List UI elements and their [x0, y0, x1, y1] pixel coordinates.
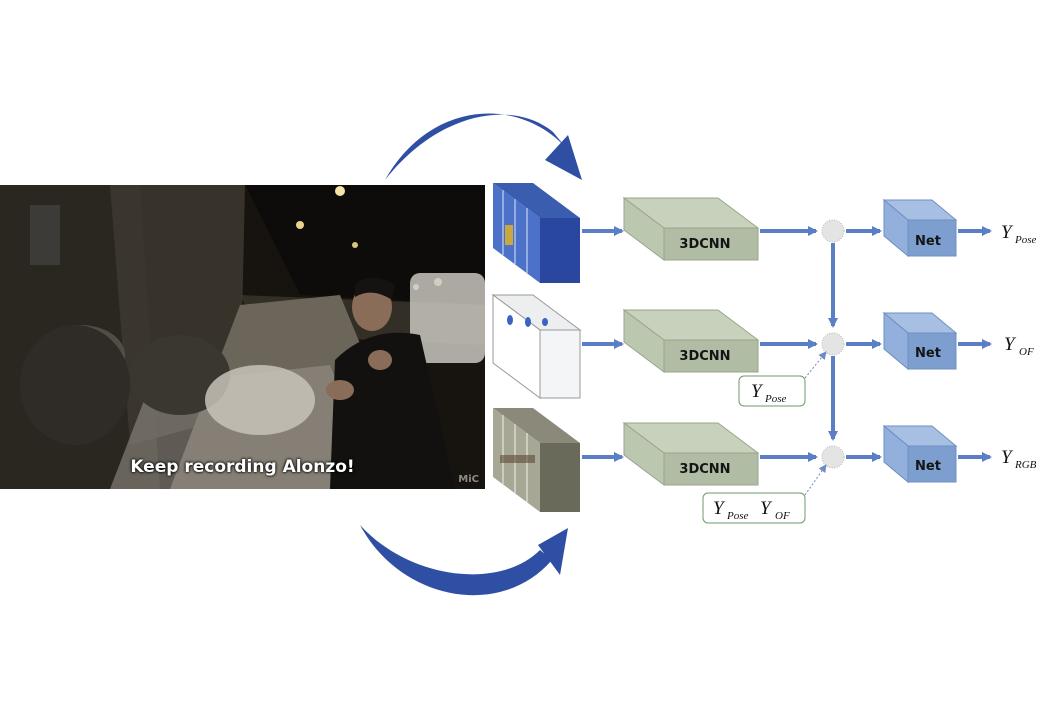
svg-text:Pose: Pose: [1014, 234, 1037, 246]
svg-text:Y: Y: [751, 381, 764, 402]
curved-arrow-bottom: [360, 525, 568, 596]
feedback-arrow-2: [804, 464, 827, 496]
input-cube-optical-flow: [491, 294, 582, 399]
input-cube-pose: [493, 183, 580, 283]
svg-text:OF: OF: [1019, 346, 1034, 358]
video-caption: Keep recording Alonzo!: [130, 457, 355, 477]
svg-text:OF: OF: [775, 510, 790, 522]
net-block-2: Net: [882, 311, 958, 371]
net-block-3: Net: [882, 424, 958, 484]
output-label-pose: Y Pose: [1001, 222, 1037, 246]
net-label-3: Net: [915, 459, 941, 474]
video-watermark: MiC: [458, 474, 479, 485]
net-block-1: Net: [882, 198, 958, 258]
output-label-of: Y OF: [1004, 334, 1034, 358]
svg-text:Pose: Pose: [764, 393, 787, 405]
cnn-label-2: 3DCNN: [679, 349, 730, 364]
feedback-box-2: Y Pose Y OF: [702, 464, 827, 524]
svg-text:Y: Y: [1001, 222, 1014, 243]
fusion-node-3: [821, 445, 845, 469]
svg-text:Y: Y: [1001, 447, 1014, 468]
svg-text:Pose: Pose: [726, 510, 749, 522]
feedback-box-1: Y Pose: [738, 351, 827, 407]
cnn-label-1: 3DCNN: [679, 237, 730, 252]
net-label-1: Net: [915, 234, 941, 249]
cnn-label-3: 3DCNN: [679, 462, 730, 477]
fusion-node-1: [821, 219, 845, 243]
svg-text:Y: Y: [713, 498, 726, 519]
input-cube-rgb: [493, 408, 580, 512]
fusion-node-2: [821, 332, 845, 356]
street-scene-image: [0, 185, 485, 489]
output-label-rgb: Y RGB: [1001, 447, 1037, 471]
feedback-arrow-1: [804, 351, 827, 379]
svg-text:Y: Y: [1004, 334, 1017, 355]
video-frame: Keep recording Alonzo! MiC: [0, 185, 485, 489]
curved-arrow-top: [385, 113, 582, 180]
svg-text:RGB: RGB: [1014, 459, 1037, 471]
cnn-block-1: 3DCNN: [622, 197, 760, 261]
net-label-2: Net: [915, 346, 941, 361]
svg-text:Y: Y: [760, 498, 773, 519]
cnn-block-3: 3DCNN: [622, 422, 760, 486]
cnn-block-2: 3DCNN: [622, 309, 760, 373]
